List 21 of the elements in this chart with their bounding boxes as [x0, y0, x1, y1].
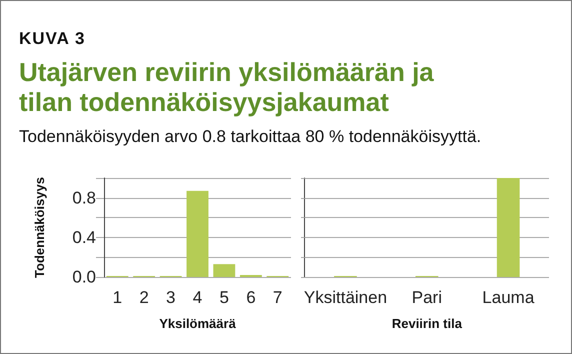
x-axis-title: Yksilömäärä [159, 316, 237, 331]
x-tick-label: Yksittäinen [304, 288, 388, 307]
y-tick-label: 0.0 [72, 268, 96, 286]
x-tick-label: 3 [166, 288, 176, 307]
x-tick-label: Lauma [482, 288, 535, 307]
x-tick-label: Pari [412, 288, 442, 307]
y-tick-label: 0.8 [72, 188, 96, 208]
x-tick-label: 7 [272, 288, 282, 307]
x-tick-label: 5 [219, 288, 229, 307]
chart-subtitle: Todennäköisyyden arvo 0.8 tarkoittaa 80 % todennäköisyyttä. [19, 127, 482, 147]
y-tick-label: 0.4 [72, 228, 96, 247]
x-tick-label: 4 [192, 288, 202, 307]
chart-title: Utajärven reviirin yksilömäärän ja tilan todennäköisyysjakaumat [19, 57, 435, 117]
y-axis-title: Todennäköisyys [32, 177, 47, 278]
x-tick-label: 2 [139, 288, 149, 307]
bar [186, 190, 208, 277]
text: KUVA 3 [19, 29, 86, 49]
x-axis-title: Reviirin tila [392, 316, 463, 331]
bar [213, 264, 236, 277]
x-tick-label: 1 [112, 288, 122, 307]
x-tick-label: 6 [246, 288, 256, 307]
